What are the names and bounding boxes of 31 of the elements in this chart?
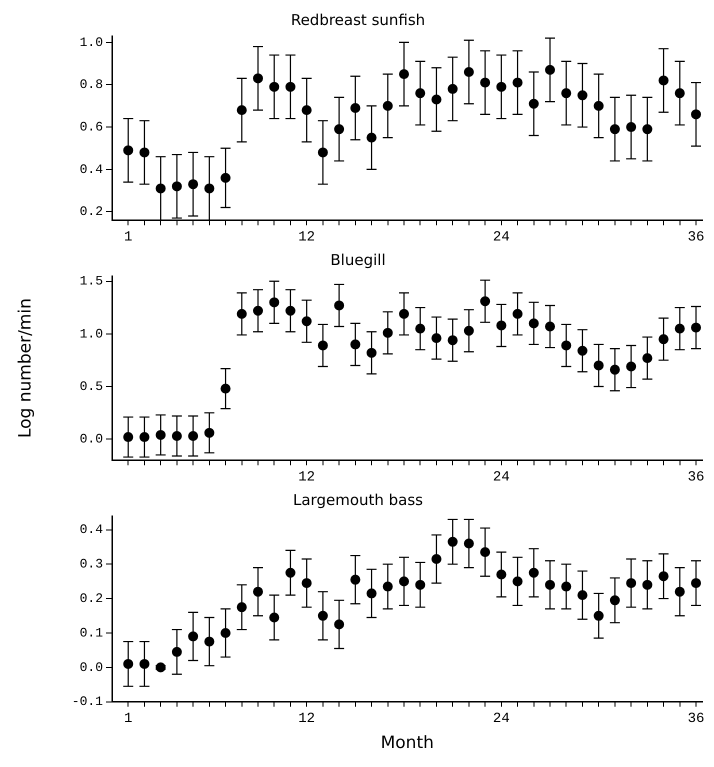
y-tick-label: 0.2 <box>80 204 103 220</box>
x-tick-label: 24 <box>492 229 510 246</box>
y-tick-label: 0.3 <box>80 556 103 572</box>
y-tick-label: 0.5 <box>80 378 103 394</box>
y-tick-label: 0.8 <box>80 77 103 92</box>
y-axis-title: Log number/min <box>16 298 36 438</box>
x-tick-label: 36 <box>688 469 704 486</box>
x-axis-title: Month <box>380 733 434 754</box>
y-tick-label: 0.2 <box>80 591 103 606</box>
y-tick-label: 0.1 <box>80 625 104 640</box>
y-tick-label: 1.0 <box>80 34 103 50</box>
chart-title: Largemouth bass <box>293 490 424 509</box>
x-tick-label: 24 <box>492 710 510 727</box>
chart-title: Bluegill <box>330 250 386 269</box>
y-tick-label: 0.4 <box>80 522 104 538</box>
y-tick-label: 1.0 <box>80 326 103 342</box>
x-tick-label: 12 <box>298 469 316 486</box>
y-tick-label: 0.0 <box>80 660 103 675</box>
y-tick-label: 0.4 <box>80 162 104 177</box>
x-tick-label: 1 <box>124 710 132 727</box>
y-tick-label: 0.0 <box>80 432 103 447</box>
y-tick-label: -0.1 <box>72 694 104 710</box>
x-tick-label: 12 <box>298 229 316 246</box>
x-tick-label: 36 <box>688 229 704 246</box>
x-tick-label: 12 <box>298 710 316 727</box>
chart-title: Redbreast sunfish <box>290 10 426 29</box>
x-tick-label: 24 <box>492 469 510 486</box>
y-tick-label: 0.6 <box>80 119 103 134</box>
x-tick-label: 1 <box>124 229 132 246</box>
y-tick-label: 1.5 <box>80 274 103 289</box>
x-tick-label: 36 <box>688 710 704 727</box>
